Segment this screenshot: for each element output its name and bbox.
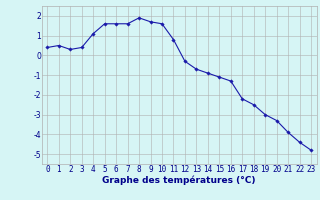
X-axis label: Graphe des températures (°C): Graphe des températures (°C) xyxy=(102,175,256,185)
